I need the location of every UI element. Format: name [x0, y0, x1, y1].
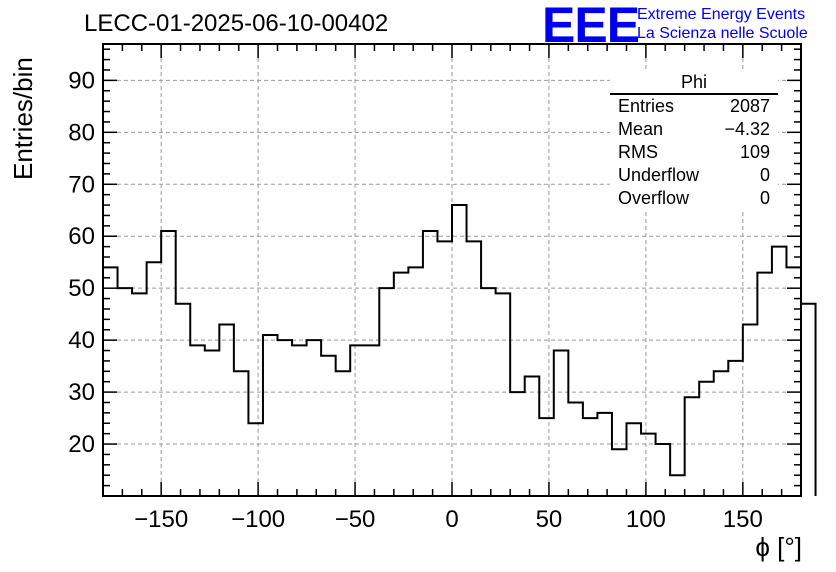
histogram-bin	[336, 371, 351, 496]
stats-box: Phi Entries 2087 Mean −4.32 RMS 109 Unde…	[610, 72, 778, 210]
logo-line-1: Extreme Energy Events	[637, 6, 806, 23]
y-tick-label: 60	[68, 223, 95, 250]
histogram-bin	[743, 325, 758, 496]
x-tick-labels: −150 −100 −50 0 50 100 150	[134, 506, 763, 533]
histogram-bin	[801, 304, 816, 496]
histogram-bin	[350, 345, 365, 496]
x-tick-label: −150	[134, 506, 188, 533]
y-tick-label: 90	[68, 67, 95, 94]
histogram-bin	[292, 345, 307, 496]
stats-value: 0	[759, 188, 770, 208]
histogram-bin	[205, 351, 220, 496]
histogram-bin	[408, 267, 423, 496]
stats-value: 0	[759, 165, 770, 185]
y-tick-label: 30	[68, 379, 95, 406]
minor-ticks	[102, 44, 802, 496]
y-tick-label: 20	[68, 431, 95, 458]
stats-row-mean: Mean −4.32	[610, 118, 778, 141]
histogram-bin	[597, 413, 612, 496]
stats-label: Underflow	[618, 165, 700, 185]
stats-value: −4.32	[724, 119, 770, 139]
x-tick-label: −50	[335, 506, 376, 533]
histogram-bin	[147, 262, 162, 496]
stats-label: Overflow	[618, 188, 690, 208]
x-tick-label: 0	[445, 506, 458, 533]
x-axis-label: ϕ [°]	[755, 532, 802, 562]
histogram-bin	[728, 361, 743, 496]
x-tick-label: 100	[626, 506, 666, 533]
plot-frame	[102, 43, 802, 497]
histogram-bin	[161, 231, 176, 496]
eee-logo: EEE	[542, 0, 640, 53]
histogram-bin	[568, 402, 583, 496]
histogram-bin	[278, 340, 293, 496]
stats-label: Mean	[618, 119, 664, 139]
y-tick-label: 50	[68, 275, 95, 302]
histogram-outline	[103, 204, 817, 496]
y-tick-label: 80	[68, 119, 95, 146]
histogram-bin	[699, 382, 714, 496]
histogram-bin	[670, 475, 685, 496]
histogram-bin	[583, 418, 598, 496]
histogram-bin	[132, 293, 147, 496]
histogram-bin	[496, 293, 511, 496]
histogram-bin	[627, 423, 642, 496]
histogram-bin	[554, 351, 569, 496]
histogram-bin	[525, 377, 540, 496]
y-tick-label: 70	[68, 171, 95, 198]
stats-value: 2087	[729, 96, 770, 116]
histogram-bin	[612, 449, 627, 496]
histogram-bin	[714, 371, 729, 496]
chart-title: LECC-01-2025-06-10-00402	[84, 10, 389, 37]
histogram-bin	[176, 304, 191, 496]
histogram-bin	[641, 434, 656, 496]
histogram-bin	[437, 241, 452, 496]
histogram-bin	[757, 273, 772, 496]
stats-row-entries: Entries 2087	[610, 95, 778, 118]
y-axis-label: Entries/bin	[8, 57, 38, 180]
y-tick-labels: 20 30 40 50 60 70 80 90	[68, 67, 95, 458]
histogram-bin	[452, 205, 467, 496]
histogram-bin	[321, 356, 336, 496]
stats-value: 109	[739, 142, 770, 162]
histogram-bin	[772, 247, 787, 496]
histogram-bin	[467, 241, 482, 496]
stats-label: Entries	[618, 96, 675, 116]
histogram-bin	[190, 345, 205, 496]
stats-row-rms: RMS 109	[610, 141, 778, 164]
x-tick-label: 150	[723, 506, 763, 533]
histogram-bin	[656, 444, 671, 496]
stats-row-underflow: Underflow 0	[610, 164, 778, 187]
stats-label: RMS	[618, 142, 658, 162]
stats-title: Phi	[610, 72, 778, 95]
logo-line-2: La Scienza nelle Scuole	[637, 25, 808, 42]
x-tick-label: −100	[231, 506, 285, 533]
histogram-bin	[685, 397, 700, 496]
histogram-bin	[423, 231, 438, 496]
histogram-bin	[365, 345, 380, 496]
histogram-bin	[263, 335, 278, 496]
y-tick-label: 40	[68, 327, 95, 354]
histogram-bin	[234, 371, 249, 496]
stats-row-overflow: Overflow 0	[610, 187, 778, 210]
histogram-bin	[248, 423, 263, 496]
histogram-bin	[539, 418, 554, 496]
histogram-bin	[219, 325, 234, 496]
histogram-bin	[394, 273, 409, 496]
x-tick-label: 50	[536, 506, 563, 533]
histogram-bin	[307, 340, 322, 496]
